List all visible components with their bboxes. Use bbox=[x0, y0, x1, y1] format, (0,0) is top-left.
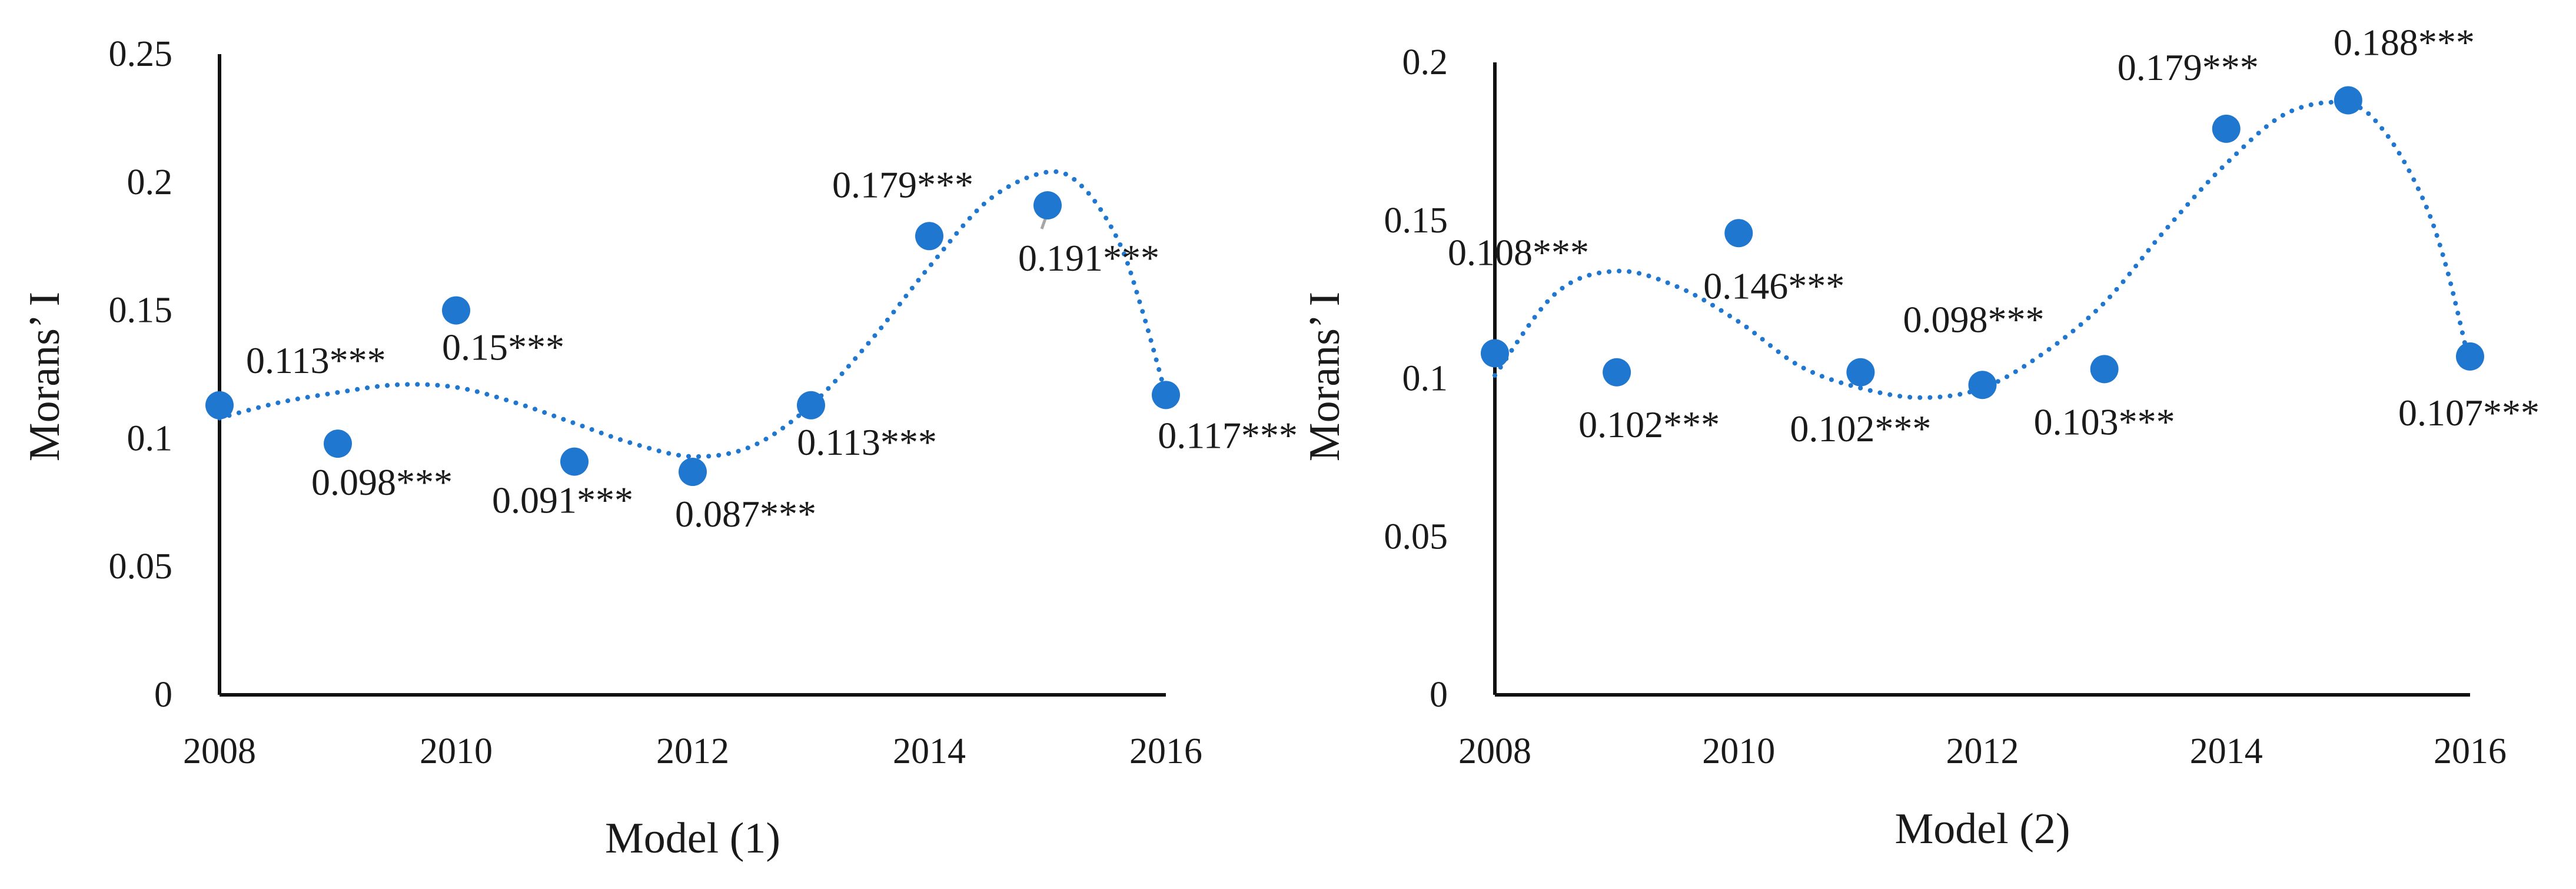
chart1-data-point[interactable] bbox=[205, 391, 234, 419]
chart1-trendline bbox=[217, 169, 1168, 459]
chart2-data-point[interactable] bbox=[1603, 358, 1631, 387]
chart1-data-label: 0.117*** bbox=[1158, 414, 1298, 456]
chart2-data-label: 0.102*** bbox=[1578, 404, 1720, 445]
chart2-data-point[interactable] bbox=[1724, 219, 1753, 248]
chart1-data-label: 0.113*** bbox=[797, 421, 937, 463]
chart2-data-point[interactable] bbox=[2334, 86, 2362, 115]
chart2-y-tick-label: 0.05 bbox=[1384, 517, 1448, 557]
chart2-data-point[interactable] bbox=[1846, 358, 1875, 387]
chart1-y-tick-label: 0.05 bbox=[109, 547, 173, 587]
chart1-y-tick-label: 0.2 bbox=[127, 162, 173, 202]
chart2-x-axis-title: Model (2) bbox=[1895, 805, 2070, 853]
chart2-trendline bbox=[1493, 99, 2472, 400]
chart1-data-point[interactable] bbox=[797, 391, 825, 419]
chart2-x-tick-label: 2012 bbox=[1946, 731, 2019, 771]
chart1-data-label: 0.087*** bbox=[675, 493, 816, 535]
chart2-x-tick-label: 2014 bbox=[2190, 731, 2263, 771]
chart2-data-label: 0.179*** bbox=[2118, 46, 2259, 88]
chart2-y-axis-title: Morans’ I bbox=[1301, 292, 1349, 461]
chart1-y-axis-title: Morans’ I bbox=[21, 292, 69, 461]
chart2-data-label: 0.107*** bbox=[2398, 392, 2540, 434]
chart2-data-point[interactable] bbox=[2456, 342, 2484, 371]
chart1-data-point[interactable] bbox=[442, 296, 470, 325]
chart2-data-label: 0.188*** bbox=[2334, 22, 2475, 64]
chart2-data-point[interactable] bbox=[2212, 114, 2241, 143]
chart2-data-point[interactable] bbox=[1481, 339, 1509, 368]
chart1-data-label: 0.15*** bbox=[442, 327, 564, 368]
chart1-x-tick-label: 2008 bbox=[183, 731, 256, 771]
chart1-data-point[interactable] bbox=[1033, 191, 1062, 220]
chart2-data-label: 0.103*** bbox=[2034, 401, 2175, 442]
chart2-y-tick-label: 0.2 bbox=[1402, 42, 1448, 82]
chart2-data-label: 0.146*** bbox=[1703, 265, 1844, 307]
chart1-y-tick-label: 0.15 bbox=[109, 291, 173, 331]
chart1-data-label: 0.179*** bbox=[832, 164, 973, 205]
chart2-y-tick-label: 0 bbox=[1430, 675, 1448, 715]
chart1-y-tick-label: 0 bbox=[154, 675, 172, 715]
chart1-data-label: 0.191*** bbox=[1018, 237, 1159, 279]
chart1-data-point[interactable] bbox=[324, 429, 352, 458]
chart2-data-label: 0.098*** bbox=[1903, 298, 2045, 340]
chart1-y-tick-label: 0.25 bbox=[109, 34, 173, 74]
chart2-data-point[interactable] bbox=[2090, 355, 2119, 384]
chart2-data-label: 0.108*** bbox=[1448, 232, 1589, 274]
chart2-x-tick-label: 2016 bbox=[2434, 731, 2507, 771]
chart2-x-tick-label: 2008 bbox=[1458, 731, 1531, 771]
chart1-data-label: 0.091*** bbox=[492, 480, 633, 521]
chart1-x-tick-label: 2014 bbox=[893, 731, 966, 771]
chart1-data-point[interactable] bbox=[1152, 381, 1180, 409]
chart2-data-label: 0.102*** bbox=[1790, 408, 1931, 450]
chart1-x-tick-label: 2012 bbox=[656, 731, 729, 771]
chart1-data-label: 0.098*** bbox=[311, 461, 453, 503]
chart1-x-tick-label: 2016 bbox=[1129, 731, 1202, 771]
chart2-data-point[interactable] bbox=[1968, 371, 1997, 399]
chart2-y-tick-label: 0.15 bbox=[1384, 201, 1448, 241]
chart1-data-point[interactable] bbox=[915, 222, 943, 251]
chart1-data-point[interactable] bbox=[679, 458, 707, 487]
chart1-x-axis-title: Model (1) bbox=[605, 814, 780, 863]
chart1-data-point[interactable] bbox=[560, 447, 589, 476]
chart2-y-tick-label: 0.1 bbox=[1402, 359, 1448, 399]
chart1-y-tick-label: 0.1 bbox=[127, 418, 173, 458]
chart1-data-label: 0.113*** bbox=[246, 339, 386, 381]
chart1-x-tick-label: 2010 bbox=[420, 731, 493, 771]
chart2-x-tick-label: 2010 bbox=[1702, 731, 1775, 771]
